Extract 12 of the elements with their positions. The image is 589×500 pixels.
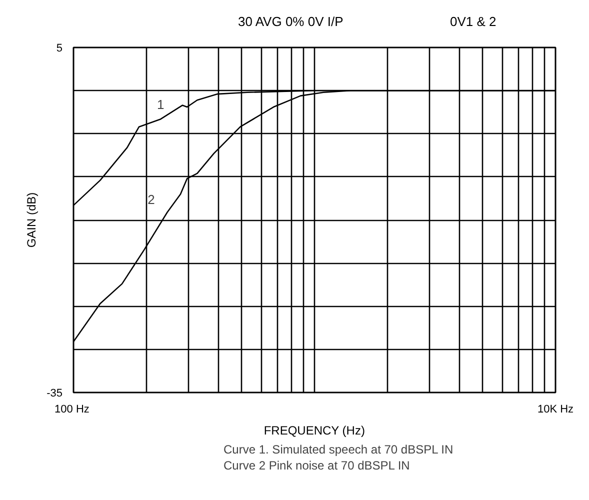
text: Curve 1. Simulated speech at 70 dBSPL IN <box>224 442 454 456</box>
x-tick-label: 100 Hz <box>54 404 90 416</box>
x-axis-title: FREQUENCY (Hz) <box>264 424 365 438</box>
y-tick-label: -35 <box>46 388 63 400</box>
x-tick-label: 10K Hz <box>537 404 574 416</box>
text: Curve 2 Pink noise at 70 dBSPL IN <box>224 458 410 472</box>
series-label: 2 <box>148 192 155 208</box>
y-axis-title: GAIN (dB) <box>24 192 39 248</box>
chart-subtitle: 0V1 & 2 <box>450 13 496 31</box>
series-label: 1 <box>157 97 164 112</box>
y-tick-label: 5 <box>56 42 63 54</box>
chart-title: 30 AVG 0% 0V I/P <box>238 13 344 31</box>
